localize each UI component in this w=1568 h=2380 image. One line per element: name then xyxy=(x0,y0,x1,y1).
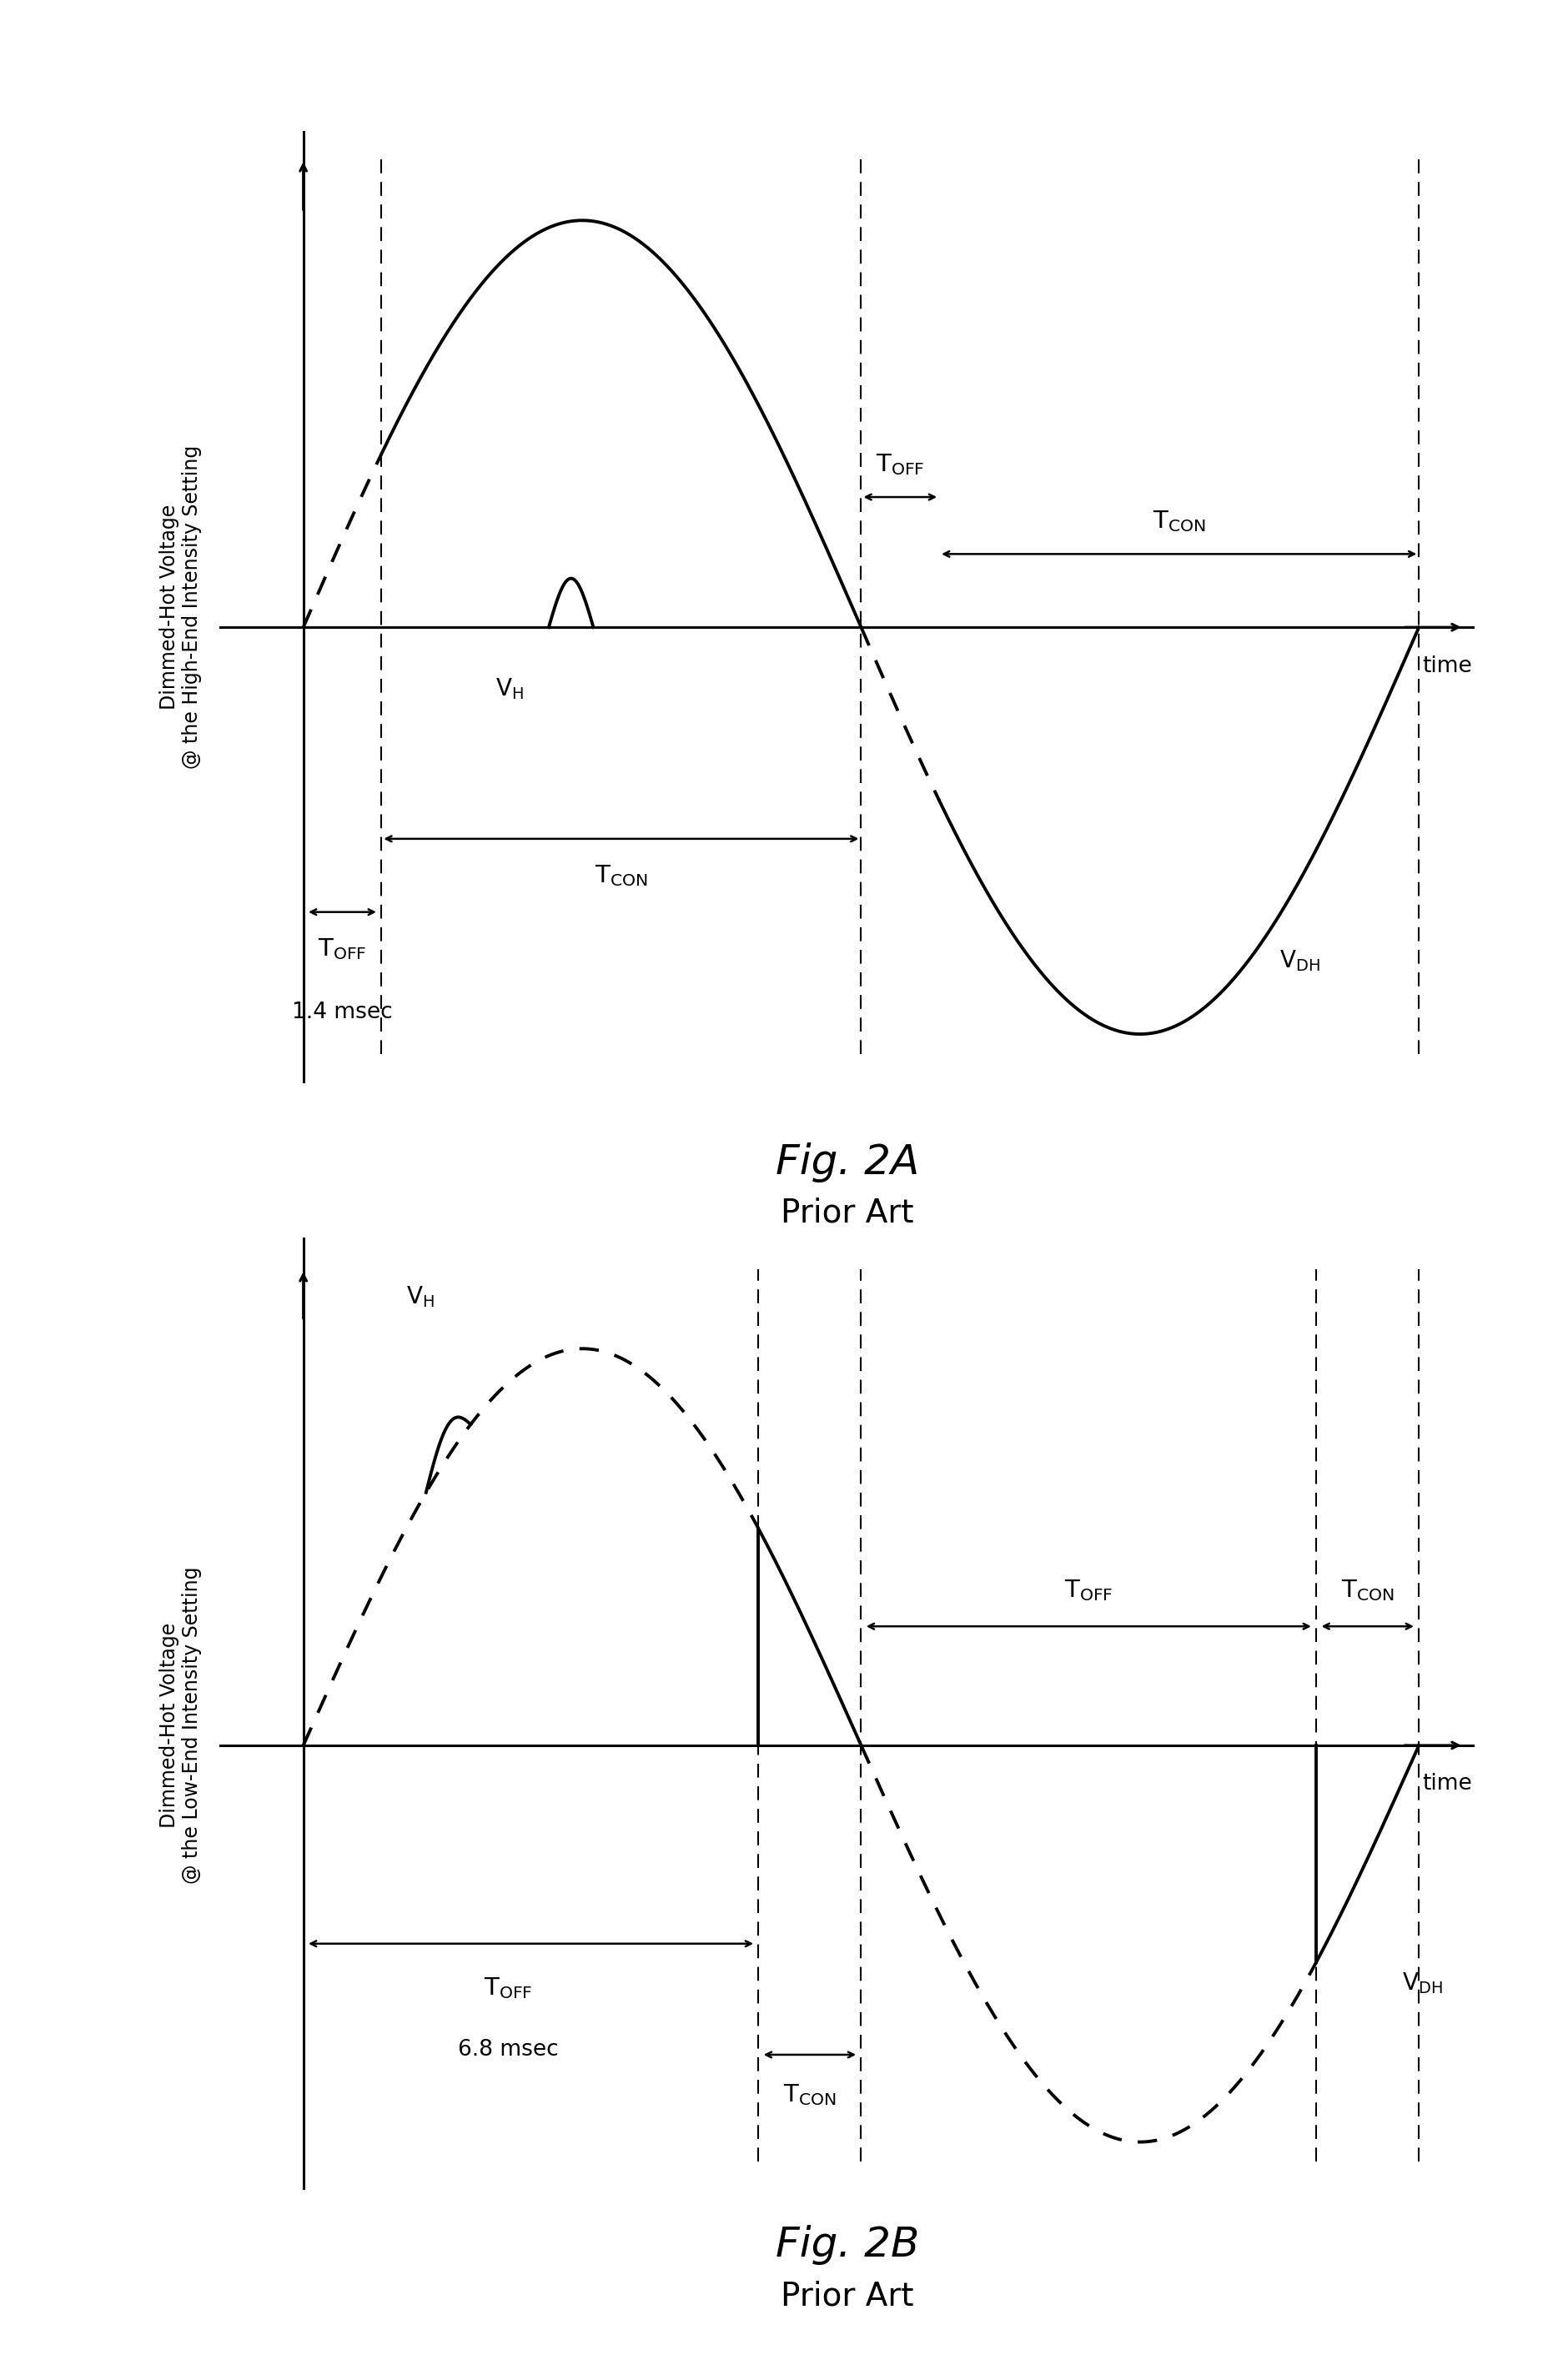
Text: T$_{\mathregular{CON}}$: T$_{\mathregular{CON}}$ xyxy=(1152,509,1204,533)
Text: T$_{\mathregular{OFF}}$: T$_{\mathregular{OFF}}$ xyxy=(875,452,924,476)
Text: time: time xyxy=(1421,657,1471,678)
Text: T$_{\mathregular{OFF}}$: T$_{\mathregular{OFF}}$ xyxy=(1063,1578,1113,1602)
Text: T$_{\mathregular{OFF}}$: T$_{\mathregular{OFF}}$ xyxy=(483,1975,532,1999)
Text: Prior Art: Prior Art xyxy=(781,1197,913,1228)
Text: 6.8 msec: 6.8 msec xyxy=(458,2040,558,2061)
Text: V$_{\mathregular{H}}$: V$_{\mathregular{H}}$ xyxy=(406,1285,434,1309)
Text: V$_{\mathregular{H}}$: V$_{\mathregular{H}}$ xyxy=(495,676,524,702)
Text: Dimmed-Hot Voltage
@ the High-End Intensity Setting: Dimmed-Hot Voltage @ the High-End Intens… xyxy=(158,445,202,769)
Text: V$_{\mathregular{DH}}$: V$_{\mathregular{DH}}$ xyxy=(1402,1971,1443,1997)
Text: 1.4 msec: 1.4 msec xyxy=(292,1002,392,1023)
Text: T$_{\mathregular{CON}}$: T$_{\mathregular{CON}}$ xyxy=(782,2082,836,2106)
Text: T$_{\mathregular{OFF}}$: T$_{\mathregular{OFF}}$ xyxy=(318,935,367,962)
Text: V$_{\mathregular{DH}}$: V$_{\mathregular{DH}}$ xyxy=(1279,947,1320,973)
Text: Dimmed-Hot Voltage
@ the Low-End Intensity Setting: Dimmed-Hot Voltage @ the Low-End Intensi… xyxy=(158,1566,202,1885)
Text: time: time xyxy=(1421,1773,1471,1795)
Text: Fig. 2A: Fig. 2A xyxy=(775,1142,919,1183)
Text: T$_{\mathregular{CON}}$: T$_{\mathregular{CON}}$ xyxy=(1341,1578,1394,1602)
Text: Prior Art: Prior Art xyxy=(781,2280,913,2311)
Text: Fig. 2B: Fig. 2B xyxy=(775,2225,919,2266)
Text: T$_{\mathregular{CON}}$: T$_{\mathregular{CON}}$ xyxy=(594,864,648,888)
